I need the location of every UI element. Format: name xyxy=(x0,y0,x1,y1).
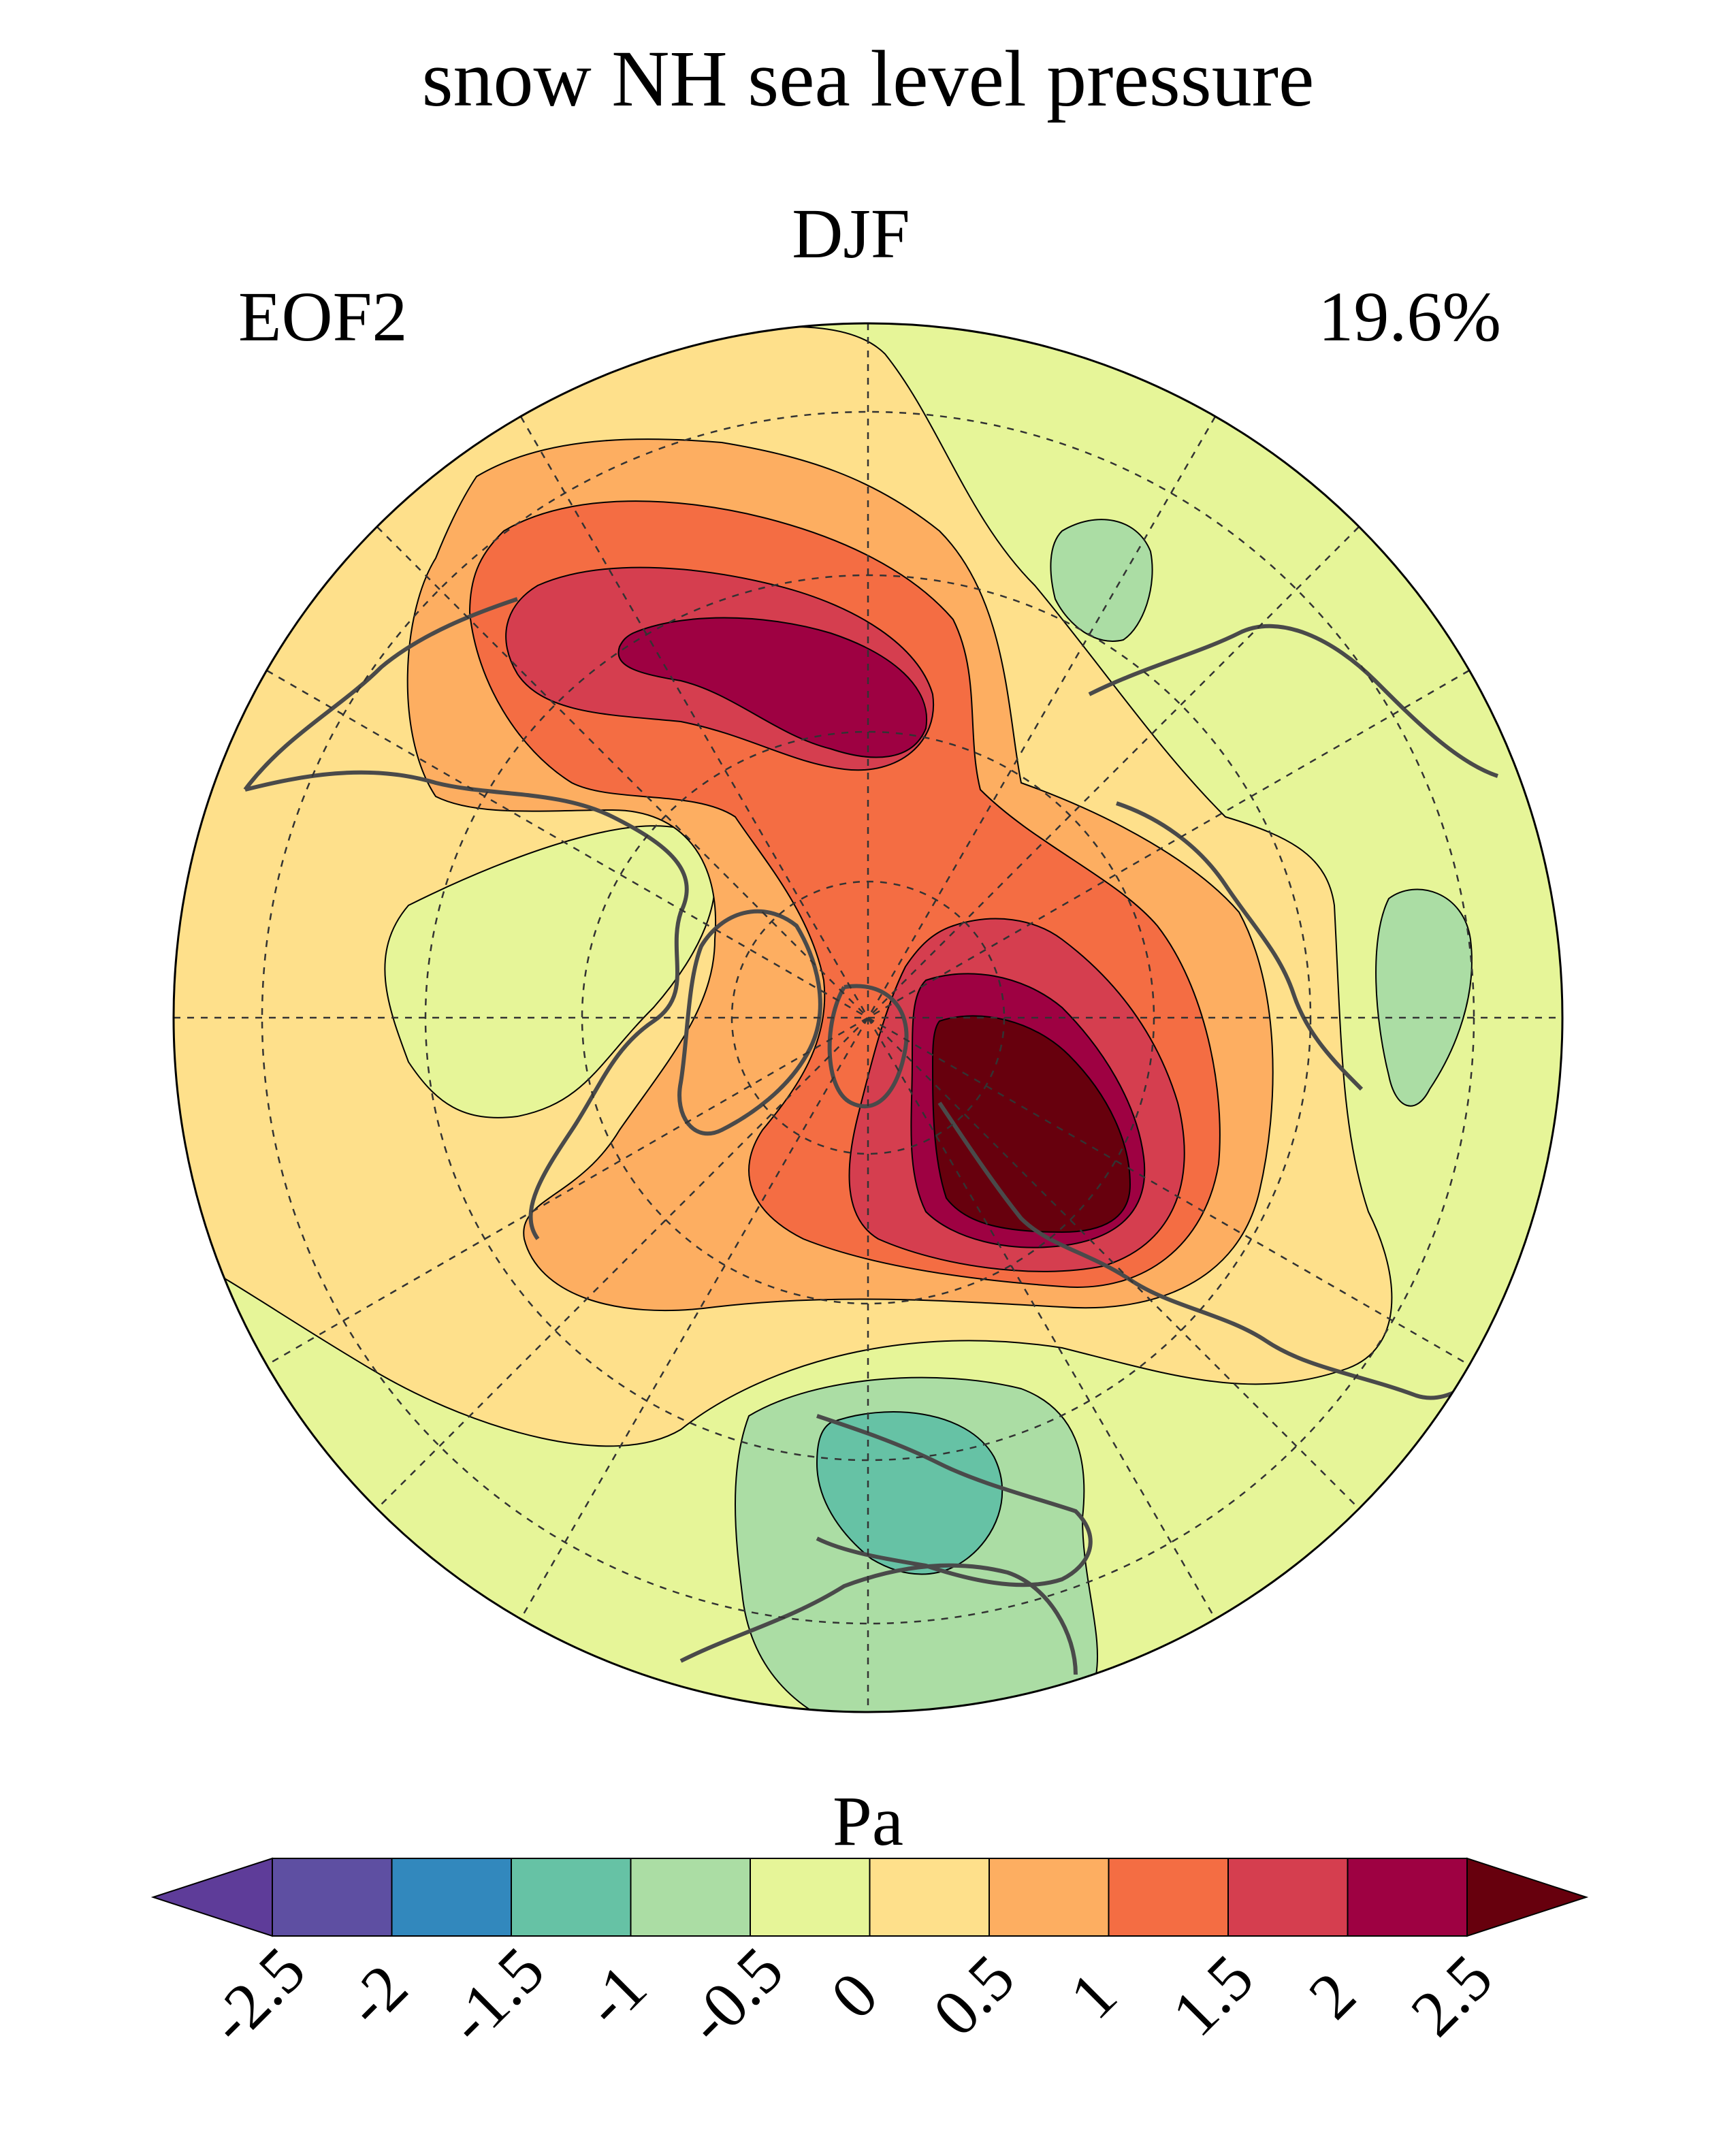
polar-map xyxy=(172,322,1564,1713)
colorbar-tick-label: -2.5 xyxy=(194,1933,319,2057)
contour-negative-1 xyxy=(816,1411,1003,1575)
coastline-europe-med xyxy=(816,1414,1093,1587)
colorbar-swatch xyxy=(272,1858,393,1937)
contour-neutral-pocket-na xyxy=(384,825,716,1118)
map-boundary xyxy=(172,322,1564,1713)
contour-positive-25 xyxy=(931,1015,1131,1233)
coastline-siberia xyxy=(1088,624,1498,778)
contour-negative-cell-east xyxy=(1375,888,1473,1107)
coastline-north-america xyxy=(244,770,689,1240)
colorbar-tick-label: -0.5 xyxy=(672,1933,797,2057)
colorbar-swatch xyxy=(1108,1858,1229,1937)
colorbar-swatch xyxy=(1227,1858,1349,1937)
colorbar-tick-label: 0.5 xyxy=(919,1941,1029,2050)
colorbar-tick-label: 2 xyxy=(1295,1958,1370,2033)
coastline-arctic-islands xyxy=(827,984,909,1109)
colorbar-swatch xyxy=(988,1858,1110,1937)
colorbar: Pa -2.5 -2 -1.5 -1 -0.5 0 0.5 1 1.5 2 2.5 xyxy=(150,1782,1589,2058)
colorbar-tick-label: -1 xyxy=(570,1950,660,2040)
colorbar-extend-high xyxy=(1466,1857,1589,1937)
colorbar-swatch xyxy=(1347,1858,1468,1937)
colorbar-tick-label: -2 xyxy=(331,1950,421,2040)
pressure-field xyxy=(174,323,1562,1712)
colorbar-swatch xyxy=(630,1858,751,1937)
colorbar-tick-label: 1.5 xyxy=(1158,1941,1268,2050)
colorbar-tick-label: 1 xyxy=(1056,1958,1131,2033)
colorbar-tick-label: -1.5 xyxy=(433,1933,558,2057)
colorbar-extend-low xyxy=(150,1857,273,1937)
season-label: DJF xyxy=(792,195,910,273)
colorbar-swatches xyxy=(150,1857,1589,1937)
colorbar-tick-labels: -2.5 -2 -1.5 -1 -0.5 0 0.5 1 1.5 2 2.5 xyxy=(194,1933,1506,2057)
colorbar-swatch xyxy=(869,1858,990,1937)
variance-explained-label: 19.6% xyxy=(1318,278,1501,356)
coastline-africa xyxy=(679,1563,1078,1675)
contour-negative-cell-north xyxy=(1050,519,1153,642)
colorbar-unit-label: Pa xyxy=(833,1782,903,1860)
figure-title: snow NH sea level pressure xyxy=(422,34,1315,123)
coastline-asia-east xyxy=(1116,801,1364,1091)
coastline-alaska xyxy=(243,597,518,791)
colorbar-swatch xyxy=(391,1858,512,1937)
colorbar-tick-label: 2.5 xyxy=(1397,1941,1507,2050)
colorbar-swatch xyxy=(750,1858,871,1937)
coastlines xyxy=(243,597,1541,1675)
coastline-greenland xyxy=(677,909,822,1136)
colorbar-swatch xyxy=(511,1858,632,1937)
eof-mode-label: EOF2 xyxy=(238,278,407,356)
graticule xyxy=(174,323,1562,1712)
coastline-eurasia xyxy=(937,1101,1541,1400)
colorbar-tick-label: 0 xyxy=(817,1958,892,2033)
